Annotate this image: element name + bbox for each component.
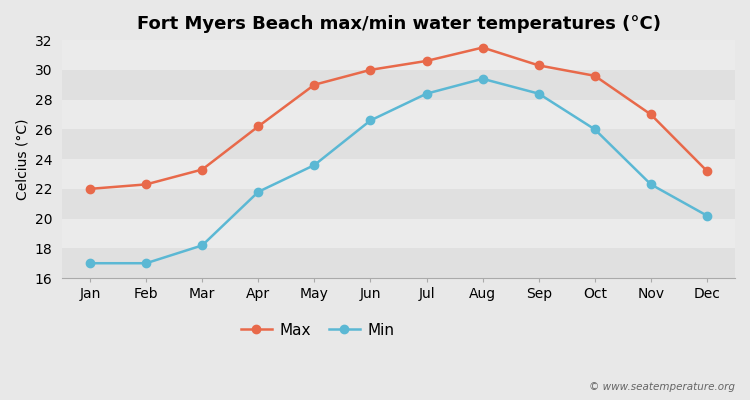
Min xyxy=(310,163,319,168)
Bar xyxy=(62,129,735,159)
Min xyxy=(422,91,431,96)
Max xyxy=(422,58,431,63)
Max xyxy=(142,182,151,187)
Min xyxy=(534,91,543,96)
Max xyxy=(534,63,543,68)
Bar xyxy=(62,248,735,278)
Min xyxy=(366,118,375,123)
Line: Max: Max xyxy=(86,43,711,193)
Min xyxy=(646,182,656,187)
Min xyxy=(86,261,94,266)
Max xyxy=(198,167,207,172)
Min xyxy=(703,213,712,218)
Line: Min: Min xyxy=(86,75,711,267)
Min xyxy=(590,127,599,132)
Bar xyxy=(62,159,735,189)
Legend: Max, Min: Max, Min xyxy=(235,317,400,344)
Min xyxy=(198,243,207,248)
Max xyxy=(703,169,712,174)
Max xyxy=(86,186,94,191)
Text: © www.seatemperature.org: © www.seatemperature.org xyxy=(589,382,735,392)
Min xyxy=(478,76,488,81)
Y-axis label: Celcius (°C): Celcius (°C) xyxy=(15,118,29,200)
Max xyxy=(646,112,656,117)
Max xyxy=(590,74,599,78)
Bar xyxy=(62,219,735,248)
Max xyxy=(478,45,488,50)
Max xyxy=(366,68,375,72)
Max xyxy=(254,124,262,129)
Min xyxy=(142,261,151,266)
Min xyxy=(254,190,262,194)
Max xyxy=(310,82,319,87)
Bar xyxy=(62,100,735,129)
Bar xyxy=(62,189,735,219)
Bar xyxy=(62,40,735,70)
Title: Fort Myers Beach max/min water temperatures (°C): Fort Myers Beach max/min water temperatu… xyxy=(136,15,661,33)
Bar xyxy=(62,70,735,100)
